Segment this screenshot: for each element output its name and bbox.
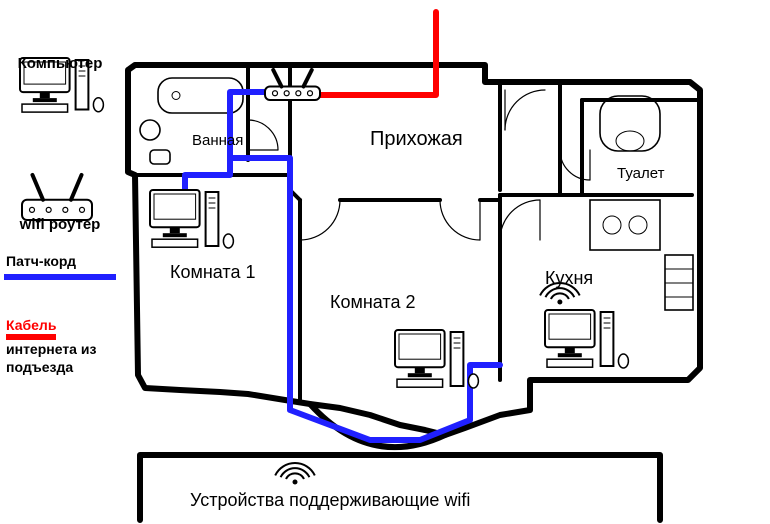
room-label-bathroom: Ванная [192,132,243,149]
room-label-hallway: Прихожая [370,128,463,151]
room-label-kitchen: Кухня [545,268,593,289]
legend-patch-label: Патч-корд [0,252,120,270]
legend-patch: Патч-корд [0,252,120,280]
legend-computer: Компьютер [0,55,120,72]
legend-isp-label: Кабельинтернета из подъезда [0,316,120,377]
room-label-room1: Комната 1 [170,262,256,283]
legend: Компьютер wifi роутер Патч-корд Кабельин… [0,55,120,394]
diagram-stage: Компьютер wifi роутер Патч-корд Кабельин… [0,0,770,524]
legend-router: wifi роутер [0,216,120,233]
legend-router-label: wifi роутер [0,216,120,233]
room-label-room2: Комната 2 [330,292,416,313]
legend-patch-line [4,274,116,280]
legend-computer-label: Компьютер [0,55,120,72]
legend-isp: Кабельинтернета из подъезда [0,316,120,377]
wifi-devices-caption: Устройства поддерживающие wifi [190,490,470,511]
room-label-toilet: Туалет [617,165,664,182]
